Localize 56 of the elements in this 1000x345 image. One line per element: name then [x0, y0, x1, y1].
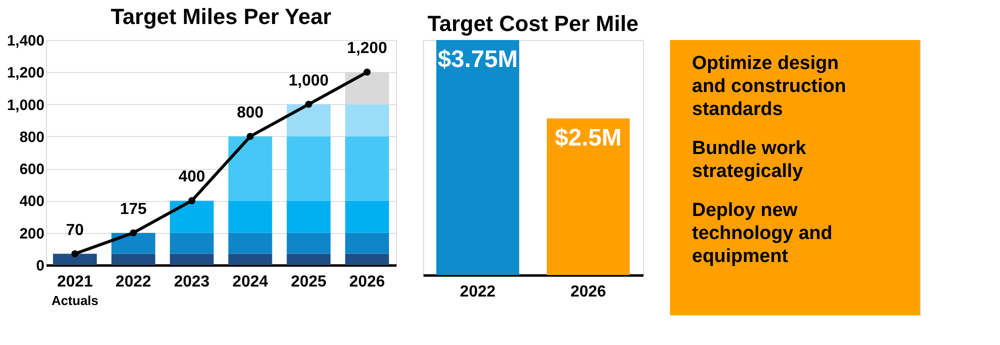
- bar: [345, 104, 389, 136]
- text: Optimize design and construction standards: [692, 53, 846, 120]
- y-tick-label: 600: [19, 161, 44, 178]
- x-tick-label: 2026: [349, 274, 385, 290]
- annotation: 70: [66, 222, 84, 239]
- point: [246, 132, 254, 140]
- bar: [170, 200, 214, 233]
- x-tick-label: 2021: [57, 274, 93, 290]
- annotation: 175: [120, 200, 147, 218]
- bar: [170, 254, 214, 265]
- data-label: $3.75M: [438, 46, 518, 73]
- point: [71, 250, 78, 258]
- bar: [170, 232, 214, 254]
- point: [305, 100, 312, 108]
- y-tick-label: 200: [19, 225, 44, 242]
- bar: [228, 200, 272, 233]
- y-tick-label: 0: [36, 258, 44, 274]
- x-tick-label: 2022: [460, 284, 496, 300]
- bar: [286, 104, 331, 136]
- point: [364, 68, 371, 76]
- y-tick-label: 1,400: [6, 32, 44, 50]
- y-tick-label: 400: [19, 193, 44, 210]
- bar: [286, 200, 331, 233]
- text: Deploy new technology and equipment: [692, 200, 832, 267]
- annotation: 1,000: [288, 72, 329, 90]
- annotation: 400: [178, 168, 206, 186]
- x-tick-label: 2025: [290, 274, 327, 290]
- x-tick-label: 2026: [570, 284, 606, 300]
- bar: [345, 200, 389, 233]
- text: Actuals: [51, 293, 98, 308]
- x-tick-label: 2023: [174, 274, 210, 290]
- point: [130, 229, 137, 236]
- bar: [53, 254, 97, 265]
- bar: [345, 136, 389, 201]
- chart-title: Target Miles Per Year: [110, 4, 332, 29]
- bar: [111, 232, 156, 254]
- x-tick-label: 2024: [232, 274, 268, 290]
- y-tick-label: 800: [19, 128, 44, 146]
- bar: [228, 232, 272, 254]
- point: [188, 197, 196, 204]
- bar: [345, 232, 389, 254]
- y-tick-label: 1,200: [6, 64, 44, 82]
- bar: [228, 254, 272, 265]
- annotation: 1,200: [347, 40, 388, 58]
- y-tick-label: 1,000: [6, 96, 44, 114]
- bar: [286, 254, 331, 265]
- bar: [286, 136, 331, 201]
- bar: [228, 136, 272, 201]
- bar: [345, 254, 389, 265]
- bar: [286, 232, 331, 254]
- chart-title: Target Cost Per Mile: [427, 11, 639, 36]
- data-label: $2.5M: [554, 124, 622, 152]
- bar: [111, 254, 156, 265]
- x-tick-label: 2022: [116, 274, 152, 290]
- text: Bundle work strategically: [692, 138, 806, 182]
- annotation: 800: [236, 104, 264, 122]
